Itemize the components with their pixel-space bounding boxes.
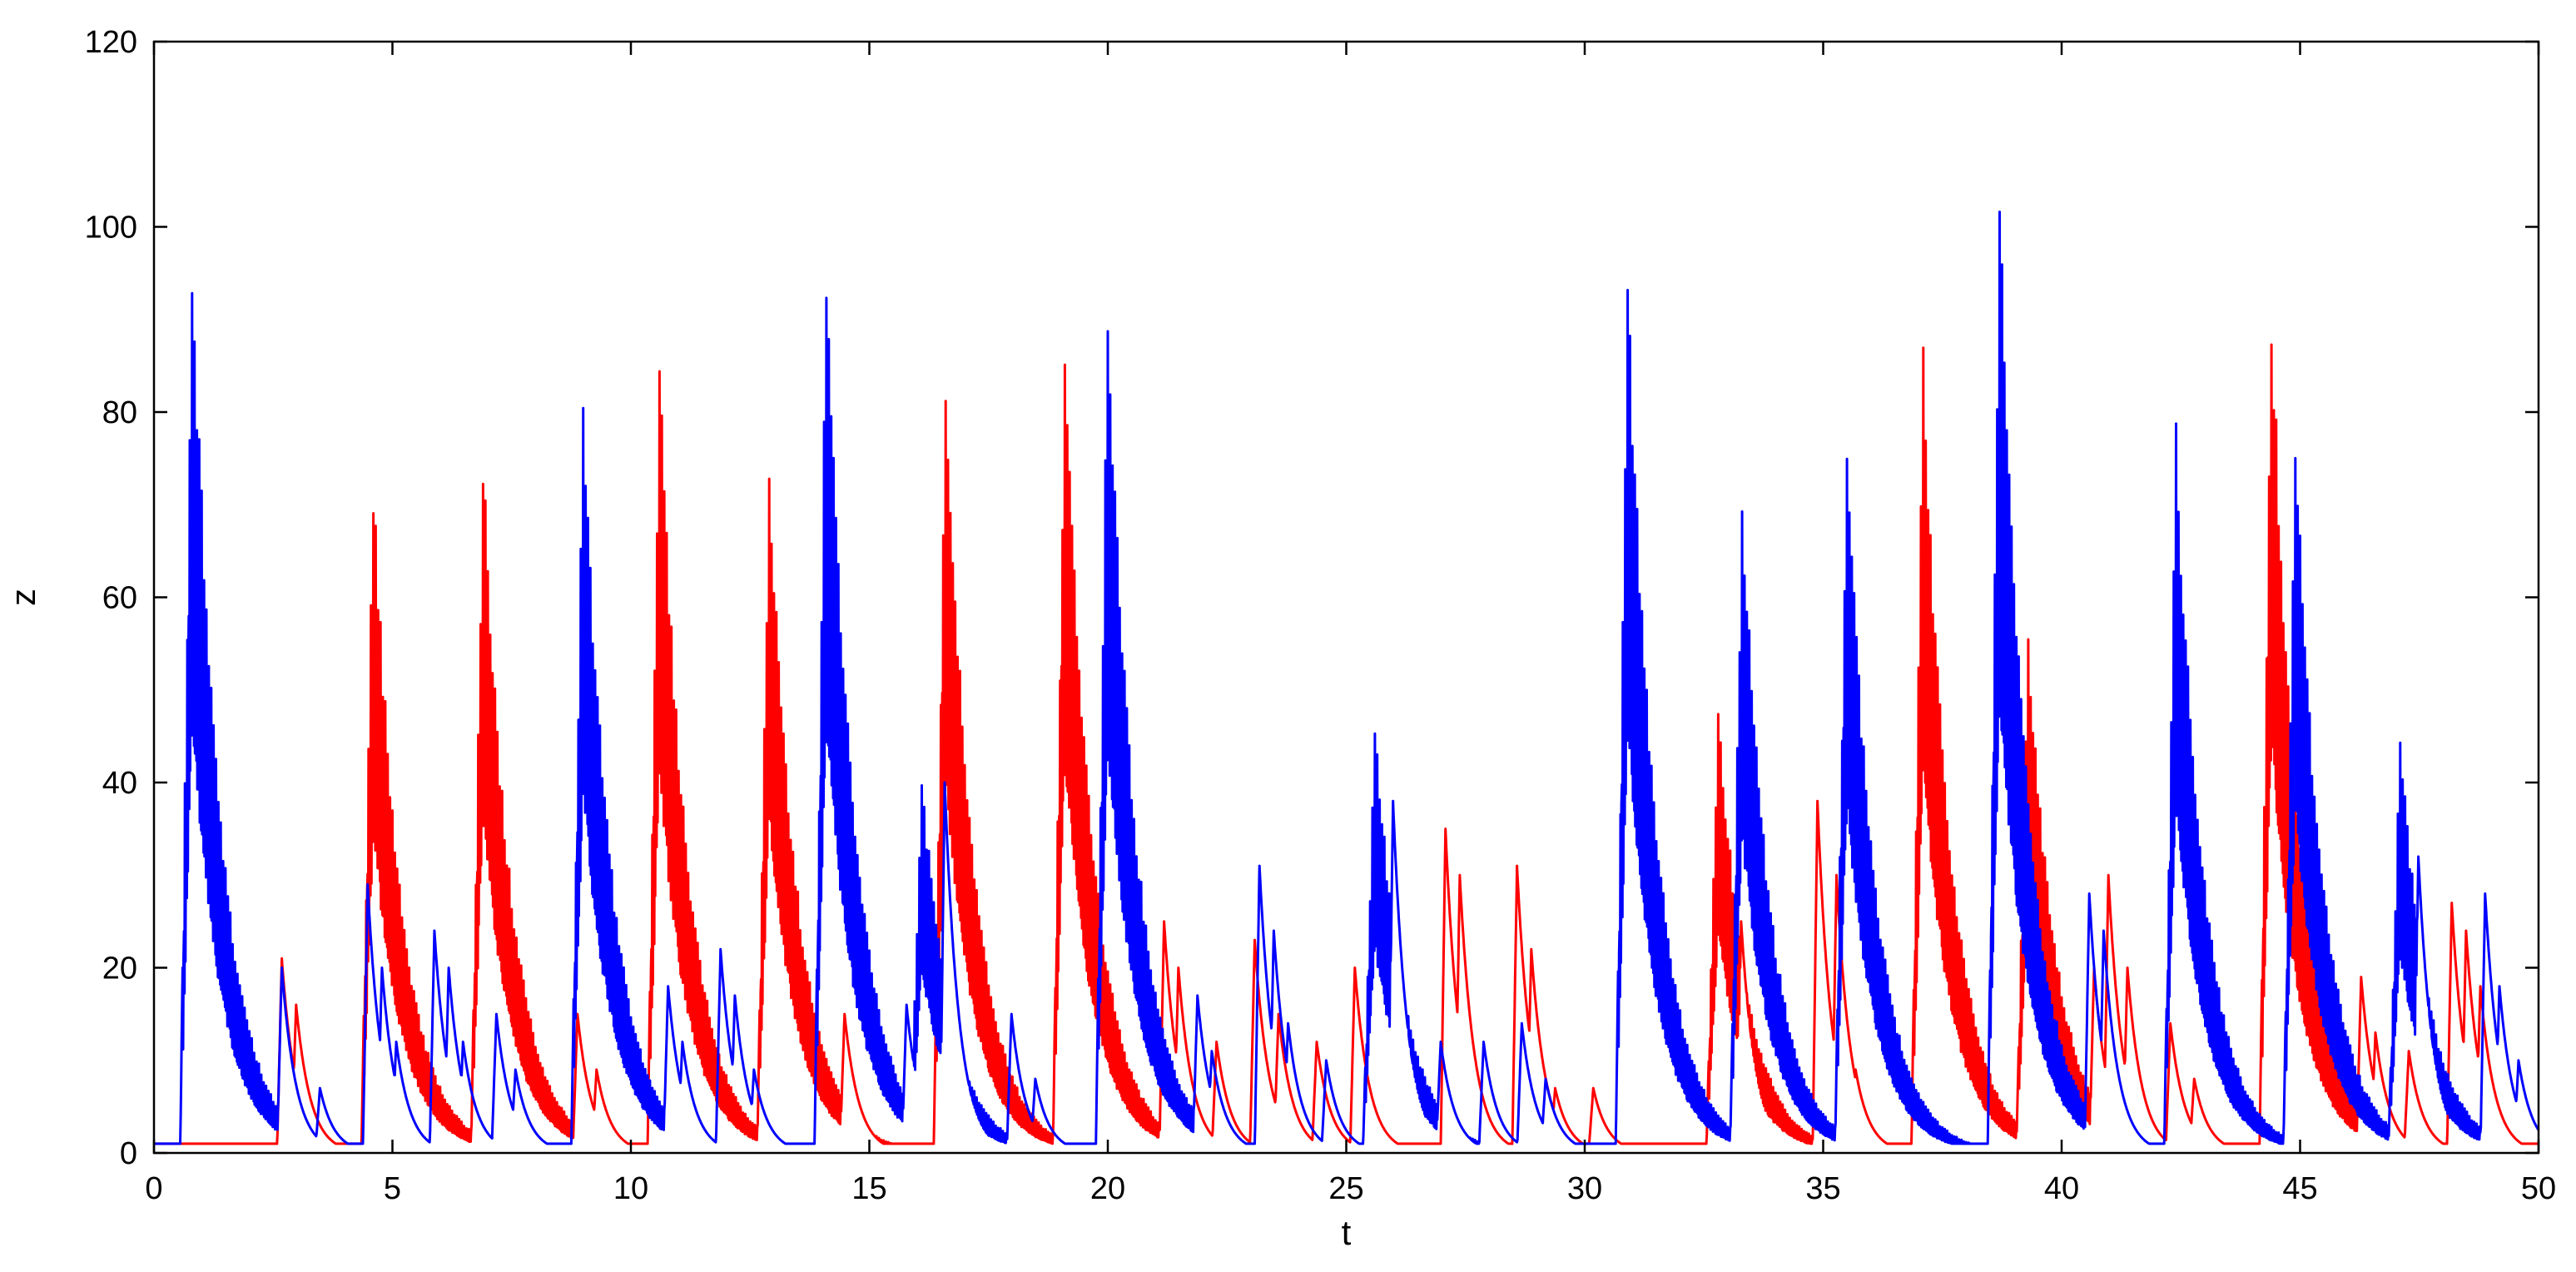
- series-line-2: [153, 211, 2540, 1145]
- series-layer: [153, 180, 2540, 1145]
- x-tick-label: 45: [2282, 1171, 2317, 1206]
- axes-layer: 0 5 10 15 20 25 30 35 40 45 50 0 20 40 60 80 100 120: [85, 25, 2557, 1206]
- y-tick-label: 40: [102, 766, 137, 801]
- y-tick-label: 80: [102, 395, 137, 430]
- y-tick-label: 120: [85, 25, 137, 60]
- plot-frame: [152, 40, 2540, 1155]
- y-axis-label: z: [3, 589, 42, 606]
- x-tick-label: 30: [1567, 1171, 1602, 1206]
- y-tick-label: 20: [102, 952, 137, 986]
- series-line-1: [153, 343, 2539, 1145]
- x-tick-label: 50: [2521, 1171, 2556, 1206]
- x-tick-label: 0: [145, 1171, 162, 1206]
- x-tick-label: 10: [613, 1171, 648, 1206]
- x-tick-label: 5: [384, 1171, 401, 1206]
- y-tick-label: 60: [102, 581, 137, 616]
- y-tick-label: 100: [85, 211, 137, 246]
- x-tick-label: 40: [2044, 1171, 2079, 1206]
- x-axis-label: t: [1342, 1213, 1352, 1252]
- x-tick-label: 25: [1328, 1171, 1363, 1206]
- y-tick-label: 0: [120, 1136, 137, 1171]
- x-tick-label: 15: [851, 1171, 886, 1206]
- x-tick-label: 20: [1090, 1171, 1125, 1206]
- x-tick-label: 35: [1805, 1171, 1840, 1206]
